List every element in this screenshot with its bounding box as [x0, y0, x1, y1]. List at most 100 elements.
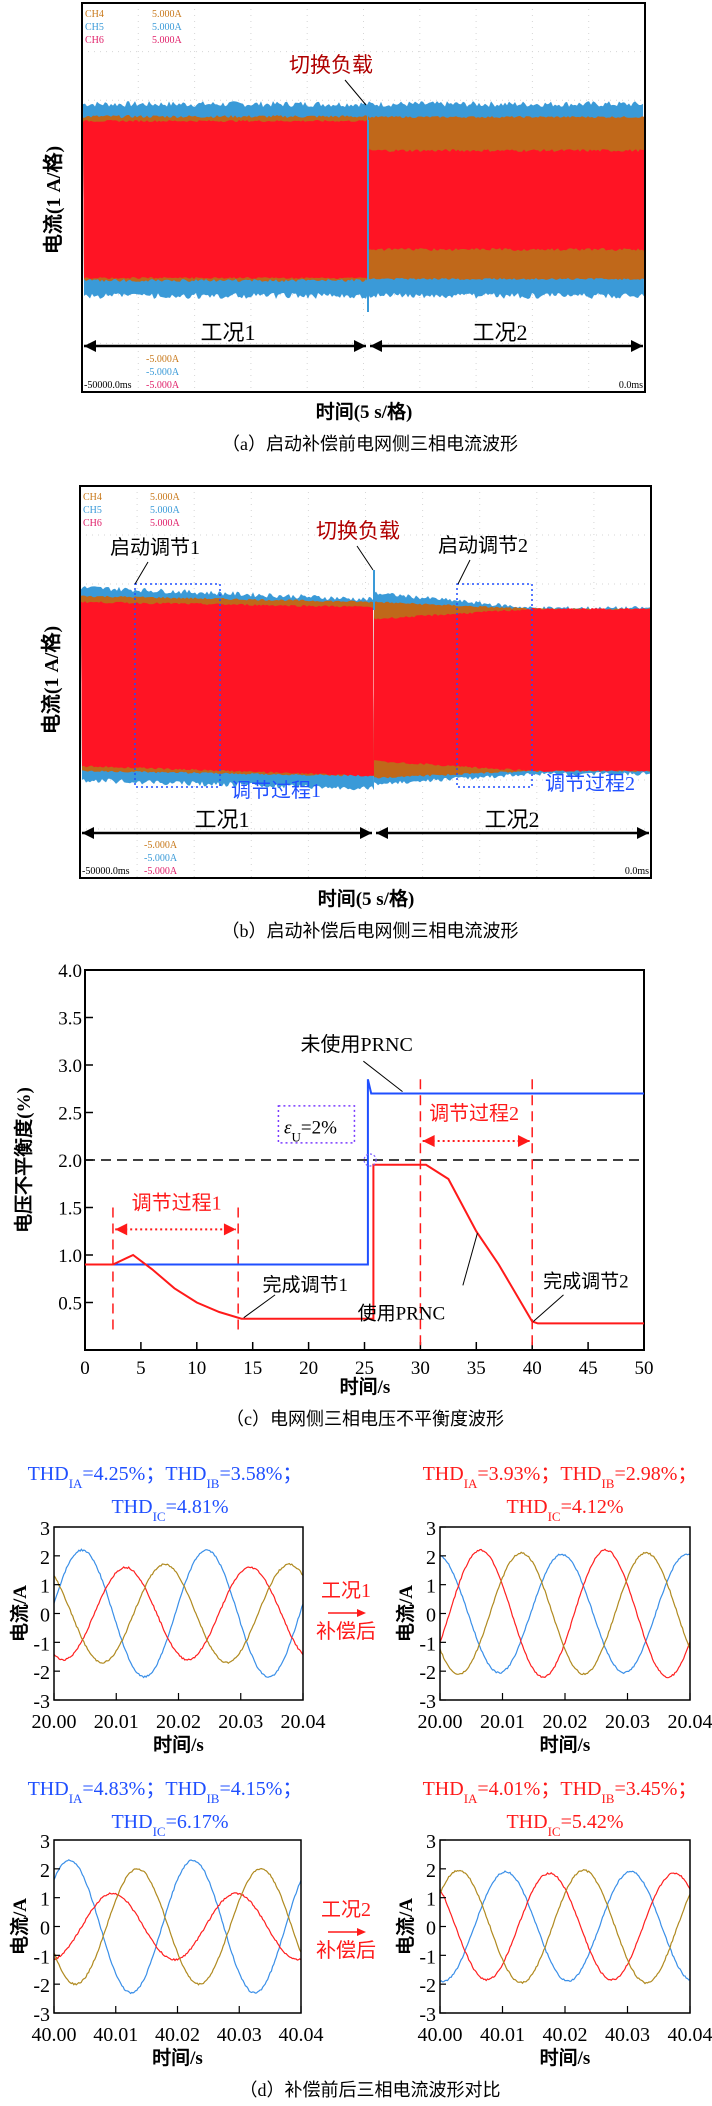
thd-subscript: IC — [548, 1509, 561, 1524]
process1-box — [134, 583, 221, 788]
process1-arrow-head-left — [115, 1223, 128, 1236]
current-phase-a — [53, 1859, 302, 1995]
phase-c-band — [83, 120, 368, 279]
thd-prefix: THD — [28, 1463, 69, 1485]
channel-scale: 5.000A — [152, 35, 183, 46]
x-axis-label: 时间/s — [153, 1734, 204, 1756]
time-start: -50000.0ms — [84, 380, 132, 391]
case2-arrow-head-right — [631, 340, 643, 352]
channel-scale: 5.000A — [150, 518, 181, 529]
start-adjust1-label: 启动调节1 — [110, 536, 200, 559]
caption-b: （b）启动补偿后电网侧三相电流波形 — [222, 921, 519, 941]
thd-label: THDIA=3.93%；THDIB=2.98%； — [423, 1463, 698, 1491]
y-tick-label: 1 — [40, 1889, 50, 1911]
x-tick-label: 40.00 — [32, 2024, 77, 2046]
phase-c-band — [374, 608, 650, 772]
case1-arrow-head-right — [354, 340, 366, 352]
y-tick-label: 2 — [40, 1860, 50, 1882]
case1-arrow-head-right — [360, 827, 372, 839]
y-tick-label: 1 — [426, 1576, 436, 1598]
threshold-label-part: U — [292, 1129, 302, 1144]
y-tick-label: -3 — [419, 2004, 436, 2026]
without-prnc-label: 未使用PRNC — [301, 1033, 413, 1056]
thd-value: =4.81% — [166, 1496, 229, 1518]
x-tick-label: 30 — [411, 1358, 430, 1379]
x-axis-label: 时间/s — [152, 2047, 203, 2069]
caption-d: （d）补偿前后三相电流波形对比 — [240, 2080, 501, 2100]
thd-subscript: IA — [69, 1476, 83, 1491]
y-axis-label: 电流/A — [394, 1585, 417, 1642]
x-tick-label: 40 — [523, 1358, 542, 1379]
y-tick-label: 0 — [40, 1605, 50, 1627]
thd-value: =4.25%； — [82, 1463, 165, 1485]
thd-value: =3.93%； — [477, 1463, 560, 1485]
y-tick-label: 2 — [40, 1547, 50, 1569]
thd-label: THDIC=5.42% — [506, 1811, 623, 1839]
thd-value: =4.01%； — [477, 1778, 560, 1800]
process1-label: 调节过程1 — [231, 779, 321, 802]
y-axis-label: 电压不平衡度(%) — [12, 1087, 35, 1233]
thd-value: =4.15%； — [219, 1778, 302, 1800]
pointer-line — [356, 545, 374, 571]
thd-value: =6.17% — [166, 1811, 229, 1833]
y-tick-label: 3.5 — [58, 1009, 82, 1030]
thd-label: THDIC=4.12% — [506, 1496, 623, 1524]
plot-frame-d — [53, 1839, 302, 2014]
x-tick-label: 40.00 — [418, 2024, 463, 2046]
thd-subscript: IB — [206, 1476, 219, 1491]
thd-prefix: THD — [165, 1778, 206, 1800]
thd-label: THDIA=4.01%；THDIB=3.45%； — [423, 1778, 698, 1806]
thd-label: THDIC=4.81% — [111, 1496, 228, 1524]
x-tick-label: 15 — [243, 1358, 262, 1379]
current-phase-c — [53, 1867, 302, 1986]
phase-c-band — [368, 149, 644, 251]
thd-prefix: THD — [506, 1496, 547, 1518]
y-tick-label: 2.0 — [58, 1151, 82, 1172]
x-tick-label: 25 — [355, 1358, 374, 1379]
y-tick-label: 4.0 — [58, 961, 82, 982]
thd-prefix: THD — [423, 1463, 464, 1485]
current-phase-a — [53, 1548, 304, 1679]
case2-label: 工况2 — [484, 807, 539, 832]
y-tick-label: 1.5 — [58, 1199, 82, 1220]
y-tick-label: -2 — [33, 1662, 50, 1684]
current-phase-a — [439, 1553, 691, 1675]
y-tick-label: -3 — [33, 2004, 50, 2026]
pointer-line — [363, 1060, 403, 1092]
case1-arrow-head-left — [82, 827, 94, 839]
y-tick-label: 1.0 — [58, 1246, 82, 1267]
y-tick-label: 0 — [426, 1918, 436, 1940]
x-axis-label: 时间/s — [540, 1734, 591, 1756]
thd-value: =2.98%； — [614, 1463, 697, 1485]
y-tick-label: 2 — [426, 1547, 436, 1569]
x-axis-label: 时间/s — [340, 1376, 391, 1398]
channel-offset: -5.000A — [146, 380, 180, 391]
x-tick-label: 50 — [635, 1358, 654, 1379]
thd-subscript: IB — [601, 1791, 614, 1806]
after-compensation-label: 补偿后 — [316, 1939, 376, 1962]
y-tick-label: 1 — [40, 1576, 50, 1598]
x-tick-label: 40.04 — [279, 2024, 324, 2046]
channel-scale: 5.000A — [150, 492, 181, 503]
series-with-prnc — [85, 1163, 644, 1325]
thd-prefix: THD — [111, 1811, 152, 1833]
y-tick-label: 0 — [40, 1918, 50, 1940]
case2-arrow-head-left — [376, 827, 388, 839]
thd-subscript: IC — [548, 1824, 561, 1839]
thd-prefix: THD — [560, 1463, 601, 1485]
channel-name: CH4 — [85, 9, 104, 20]
y-axis-label: 电流/A — [8, 1898, 31, 1955]
thd-subscript: IA — [464, 1791, 478, 1806]
x-tick-label: 0 — [80, 1358, 90, 1379]
process2-arrow-head-right — [517, 1135, 530, 1147]
y-axis-label: 电流(1 A/格) — [39, 626, 63, 734]
case-label: 工况2 — [321, 1899, 371, 1921]
compare-arrow-head — [357, 1928, 366, 1936]
thd-prefix: THD — [506, 1811, 547, 1833]
current-phase-c — [439, 1551, 691, 1676]
y-tick-label: -1 — [419, 1946, 436, 1968]
y-tick-label: 1 — [426, 1889, 436, 1911]
process1-arrow-head-right — [223, 1223, 236, 1236]
